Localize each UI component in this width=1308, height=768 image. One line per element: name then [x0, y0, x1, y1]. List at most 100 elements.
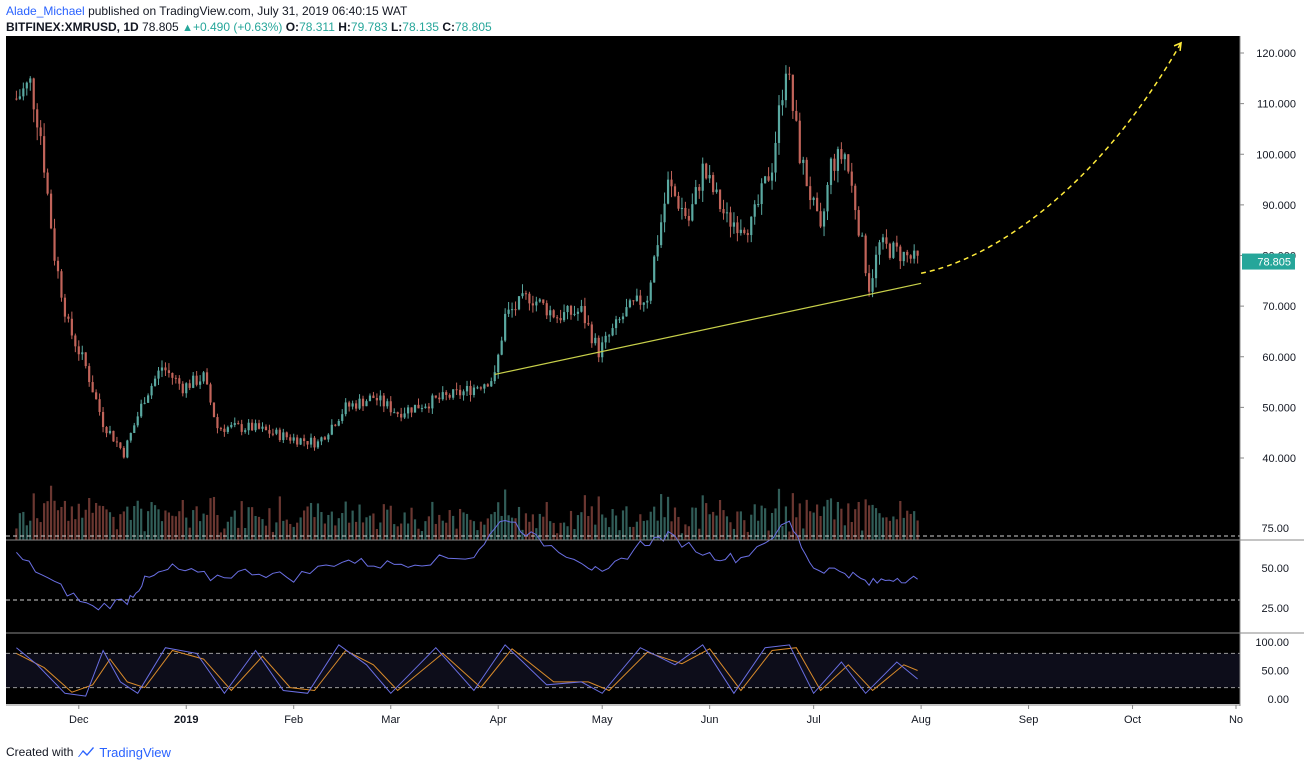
volume-bar — [618, 530, 621, 540]
volume-bar — [327, 514, 330, 540]
published-text: published on TradingView.com, July 31, 2… — [88, 4, 408, 18]
candle-body — [649, 282, 652, 301]
volume-bar — [282, 520, 285, 540]
symbol-label[interactable]: BITFINEX:XMRUSD, 1D — [6, 20, 139, 34]
volume-bar — [514, 518, 517, 540]
volume-bar — [53, 500, 56, 540]
volume-bar — [223, 528, 226, 540]
candle-body — [746, 233, 749, 236]
candle-body — [458, 389, 462, 396]
volume-bar — [843, 525, 846, 540]
candle-body — [84, 352, 87, 367]
candle-body — [656, 245, 659, 257]
volume-bar — [216, 515, 219, 540]
volume-bar — [441, 520, 444, 540]
rsi-line — [16, 519, 918, 611]
price-change: +0.490 (+0.63%) — [192, 20, 283, 34]
price-tick-label: 110.000 — [1257, 99, 1296, 111]
candle-body — [264, 426, 268, 431]
candle-body — [195, 375, 198, 385]
volume-bar — [545, 502, 548, 540]
price-tick-label: 60.000 — [1262, 352, 1296, 364]
volume-bar — [316, 503, 320, 540]
candle-body — [788, 73, 791, 75]
price-tick-label: 90.000 — [1262, 200, 1296, 212]
volume-bar — [46, 501, 49, 540]
candle-body — [351, 403, 354, 407]
created-with-label: Created with — [6, 745, 74, 759]
candle-body — [850, 171, 853, 186]
volume-bar — [115, 529, 119, 540]
volume-bar — [240, 501, 243, 540]
candle-body — [705, 163, 708, 179]
candle-body — [396, 412, 399, 414]
volume-bar — [344, 501, 347, 540]
volume-bar — [715, 515, 718, 540]
volume-bar — [424, 521, 427, 540]
candle-body — [798, 120, 801, 163]
volume-bar — [129, 519, 132, 540]
candle-body — [833, 158, 836, 171]
candle-body — [868, 273, 871, 292]
volume-bar — [361, 522, 365, 540]
candle-body — [725, 212, 729, 214]
volume-bar — [122, 511, 125, 540]
candle-body — [718, 189, 722, 210]
volume-bar — [590, 506, 593, 540]
candle-body — [386, 401, 389, 407]
candle-body — [289, 437, 292, 441]
candle-body — [226, 427, 229, 432]
candle-body — [147, 395, 150, 403]
candle-body — [413, 404, 417, 413]
candle-body — [493, 372, 496, 382]
candle-body — [434, 395, 437, 398]
candle-body — [178, 378, 181, 384]
candle-body — [663, 203, 666, 223]
candle-body — [22, 88, 25, 97]
candle-body — [892, 242, 895, 258]
volume-bar — [386, 509, 389, 540]
price-chart[interactable]: 130.000120.000110.000100.00090.00080.000… — [0, 36, 1308, 742]
volume-bar — [164, 510, 167, 540]
volume-bar — [795, 517, 798, 540]
candle-body — [32, 78, 35, 110]
candle-body — [601, 342, 604, 358]
time-tick-label: Jul — [807, 714, 821, 726]
time-tick-label: Jun — [701, 714, 719, 726]
author-link[interactable]: Alade_Michael — [6, 4, 85, 18]
candle-body — [545, 303, 548, 316]
candle-body — [628, 300, 632, 308]
volume-bar — [656, 520, 659, 540]
volume-bar — [826, 499, 829, 540]
volume-bar — [507, 515, 510, 540]
candle-body — [88, 366, 91, 383]
volume-bar — [864, 499, 867, 540]
candle-body — [143, 402, 146, 404]
candle-body — [573, 313, 576, 315]
candle-body — [223, 428, 226, 432]
candle-body — [171, 372, 174, 378]
candle-body — [108, 430, 112, 434]
volume-bar — [368, 515, 372, 540]
candle-body — [802, 159, 805, 163]
volume-bar — [188, 527, 191, 540]
tradingview-link[interactable]: TradingView — [99, 744, 171, 760]
candle-body — [95, 392, 98, 400]
open-label: O: — [285, 20, 300, 34]
candle-body — [902, 251, 905, 262]
candle-body — [812, 197, 815, 201]
candle-body — [46, 172, 49, 194]
volume-bar — [212, 496, 216, 540]
volume-bar — [43, 503, 46, 540]
volume-bar — [452, 515, 455, 540]
volume-bar — [296, 522, 299, 540]
volume-bar — [750, 514, 753, 540]
volume-bar — [358, 504, 361, 540]
volume-bar — [621, 510, 625, 540]
volume-bar — [209, 498, 212, 540]
candle-body — [323, 437, 326, 440]
volume-bar — [614, 515, 618, 540]
volume-bar — [850, 521, 853, 540]
volume-bar — [202, 513, 205, 540]
candle-body — [275, 429, 278, 434]
